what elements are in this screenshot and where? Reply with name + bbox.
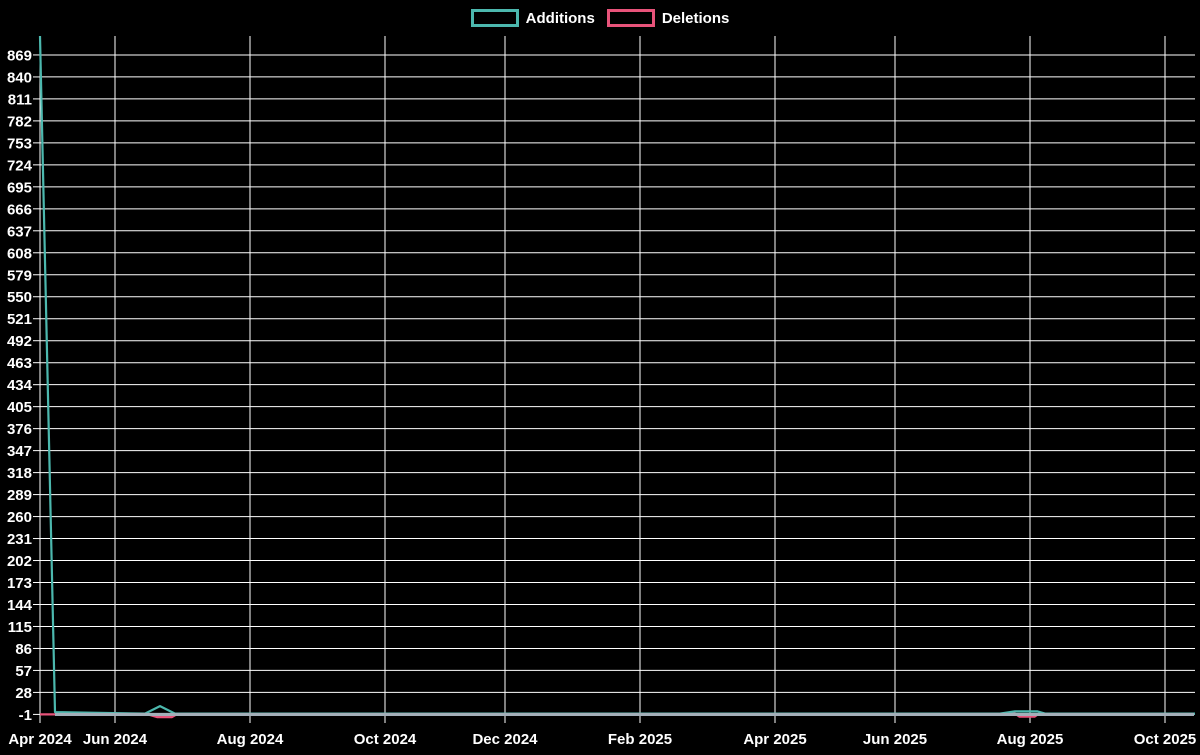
y-tick-label: 173	[7, 575, 32, 592]
y-tick-label: 202	[7, 553, 32, 570]
y-tick-label: 376	[7, 421, 32, 438]
x-tick-label: Apr 2025	[743, 731, 806, 748]
legend-item-deletions[interactable]: Deletions	[606, 9, 730, 27]
horizontal-gridlines	[33, 54, 1195, 715]
y-tick-label: 579	[7, 267, 32, 284]
y-tick-label: 782	[7, 113, 32, 130]
x-tick-label: Feb 2025	[608, 731, 672, 748]
y-tick-label: 231	[7, 531, 32, 548]
data-series-lines	[38, 35, 1195, 719]
y-tick-label: 724	[7, 157, 33, 174]
y-tick-label: -1	[19, 707, 32, 724]
x-tick-label: Dec 2024	[472, 731, 538, 748]
y-tick-label: 550	[7, 289, 32, 306]
y-axis-tick-labels: 869 840 811 782 753 724 695 666 637 608 579 550 521 4…	[7, 47, 33, 723]
y-tick-label: 86	[15, 641, 32, 658]
additions-legend-label: Additions	[525, 9, 595, 27]
y-tick-label: 463	[7, 355, 32, 372]
x-tick-label: Oct 2025	[1134, 731, 1197, 748]
y-tick-label: 492	[7, 333, 32, 350]
y-tick-label: 318	[7, 465, 32, 482]
y-tick-label: 434	[7, 377, 33, 394]
x-axis-tick-labels: Apr 2024 Jun 2024 Aug 2024 Oct 2024 Dec 2024…	[8, 731, 1196, 748]
x-tick-label: Aug 2024	[217, 731, 284, 748]
y-tick-label: 289	[7, 487, 32, 504]
deletions-legend-label: Deletions	[661, 9, 730, 27]
chart-legend: Additions Deletions	[0, 6, 1200, 30]
additions-swatch-icon	[470, 9, 519, 27]
y-tick-label: 608	[7, 245, 32, 262]
y-tick-label: 144	[7, 597, 33, 614]
x-tick-label: Jun 2025	[863, 731, 927, 748]
y-tick-label: 115	[8, 619, 32, 636]
y-tick-label: 637	[7, 223, 32, 240]
x-tick-label: Oct 2024	[354, 731, 417, 748]
x-tick-label: Jun 2024	[83, 731, 148, 748]
x-tick-label: Apr 2024	[8, 731, 72, 748]
vertical-gridlines	[39, 36, 1166, 723]
y-tick-label: 57	[15, 663, 32, 680]
y-tick-label: 405	[7, 399, 32, 416]
y-tick-label: 347	[7, 443, 32, 460]
legend-item-additions[interactable]: Additions	[470, 9, 595, 27]
y-tick-label: 811	[8, 91, 32, 108]
y-tick-label: 260	[7, 509, 32, 526]
y-tick-label: 28	[15, 685, 32, 702]
additions-line	[38, 35, 1195, 715]
y-tick-label: 695	[7, 179, 32, 196]
x-tick-label: Aug 2025	[997, 731, 1064, 748]
y-tick-label: 521	[7, 311, 32, 328]
y-tick-label: 840	[7, 69, 32, 86]
deletions-swatch-icon	[606, 9, 655, 27]
y-tick-label: 753	[7, 135, 32, 152]
y-tick-label: 666	[7, 201, 32, 218]
y-tick-label: 869	[7, 47, 32, 64]
